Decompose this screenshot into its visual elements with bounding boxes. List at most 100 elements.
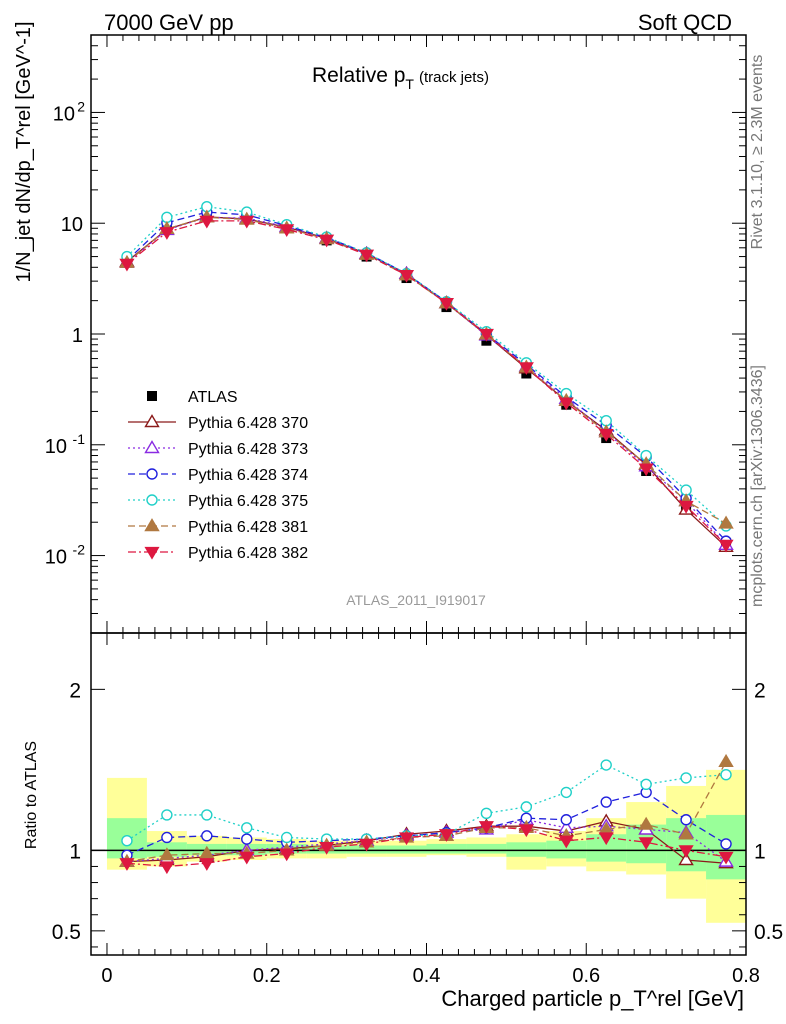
data-point-p382 (359, 249, 375, 263)
ratio-y-tick-label-right: 1 (754, 840, 766, 863)
ratio-point-p375 (680, 772, 692, 784)
legend-label-p370: Pythia 6.428 370 (188, 415, 308, 432)
band-inner (506, 842, 547, 857)
x-tick-label: 0.2 (253, 965, 281, 987)
ratio-plot-frame (90, 632, 747, 956)
ratio-line-p374 (126, 791, 727, 856)
ratio-point-p382 (678, 845, 694, 859)
ratio-point-p382 (119, 858, 135, 871)
ratio-line-p375 (126, 764, 727, 842)
legend-label-p374: Pythia 6.428 374 (188, 467, 308, 484)
data-point-p381 (718, 515, 734, 529)
ratio-point-p374 (241, 833, 253, 845)
ratio-y-tick-label-right: 0.5 (754, 921, 783, 944)
data-point-p382 (438, 298, 455, 311)
y-tick-label: 10 (61, 214, 83, 236)
x-tick-label: 0.8 (732, 965, 760, 987)
legend-label-p381: Pythia 6.428 381 (188, 519, 308, 536)
ratio-point-p382 (438, 829, 455, 842)
ratio-point-p375 (201, 809, 213, 821)
ratio-point-p374 (161, 831, 173, 844)
data-point-p382 (718, 539, 734, 553)
ratio-point-p375 (600, 759, 612, 771)
ratio-point-p370 (678, 852, 694, 866)
ratio-point-p381 (718, 753, 734, 767)
y-tick-exponent: 2 (77, 98, 85, 114)
ratio-point-p375 (480, 807, 493, 820)
main-plot-frame (90, 34, 747, 634)
ratio-point-p382 (239, 851, 255, 865)
ratio-point-p382 (359, 838, 375, 852)
ratio-point-p381 (678, 826, 694, 840)
data-point-p375 (600, 414, 612, 427)
ratio-point-p382 (518, 824, 534, 838)
data-point-p382 (159, 227, 175, 240)
data-point-p382 (638, 463, 654, 477)
ratio-y-tick-label: 1 (69, 840, 81, 863)
band-inner (426, 843, 467, 854)
ratio-point-p374 (680, 814, 692, 826)
x-tick-label: 0.4 (413, 965, 441, 987)
series-line-p382 (126, 220, 727, 546)
legend-marker-p370 (144, 414, 160, 428)
data-point-p382 (119, 258, 135, 272)
band-inner (386, 845, 427, 854)
ratio-point-p375 (281, 831, 293, 844)
ratio-y-label: Ratio to ATLAS (23, 741, 40, 849)
ratio-point-p382 (558, 835, 574, 849)
ratio-point-p382 (398, 832, 415, 846)
main-title: Relative pT (track jets) (312, 64, 489, 92)
ratio-line-p381 (126, 761, 727, 863)
x-tick-label: 0 (101, 965, 112, 987)
ratio-point-p382 (279, 848, 295, 862)
ratio-point-p375 (720, 768, 732, 781)
y-tick-label: 1 (72, 325, 83, 347)
x-tick-label: 0.6 (572, 965, 600, 987)
ratio-point-p381 (159, 847, 175, 861)
band-inner (466, 843, 507, 854)
legend-marker-p381 (144, 518, 160, 532)
ratio-point-p382 (718, 851, 734, 865)
data-point-p382 (678, 500, 694, 514)
ratio-point-p375 (520, 801, 533, 813)
data-point-p382 (398, 270, 415, 283)
data-point-p382 (478, 328, 494, 342)
analysis-id: ATLAS_2011_I919017 (346, 592, 486, 608)
legend-marker-p382 (144, 546, 160, 560)
data-point-p382 (279, 224, 295, 238)
ratio-point-p375 (161, 809, 173, 821)
ratio-point-p374 (201, 830, 213, 842)
y-tick-exponent: -2 (73, 542, 86, 558)
ratio-point-p382 (598, 832, 614, 846)
ratio-point-p375 (241, 822, 253, 834)
legend-marker-p375 (146, 494, 158, 506)
ratio-point-p374 (560, 814, 572, 826)
rivet-label: Rivet 3.1.10, ≥ 2.3M events (749, 55, 766, 250)
data-point-p382 (199, 215, 215, 229)
ratio-point-p382 (478, 821, 494, 834)
x-axis-label: Charged particle p_T^rel [GeV] (441, 986, 744, 1011)
legend-label-atlas: ATLAS (188, 389, 238, 406)
series-line-p381 (126, 216, 727, 525)
y-tick-label: 10 (45, 436, 67, 458)
data-point-p382 (558, 397, 574, 411)
source-label: mcplots.cern.ch [arXiv:1306.3436] (749, 365, 766, 607)
ratio-point-p382 (199, 858, 215, 871)
ratio-y-tick-label: 0.5 (52, 921, 81, 944)
ratio-point-p375 (121, 834, 133, 847)
ratio-line-p382 (126, 825, 727, 868)
data-point-p382 (319, 234, 335, 248)
legend-label-p373: Pythia 6.428 373 (188, 441, 308, 458)
series-line-p374 (126, 211, 727, 542)
data-point-p382 (518, 362, 534, 376)
ratio-point-p375 (560, 786, 572, 799)
ratio-point-p382 (638, 837, 654, 850)
ratio-y-tick-label-right: 2 (754, 679, 766, 702)
energy-label: 7000 GeV pp (104, 10, 234, 35)
legend-label-p375: Pythia 6.428 375 (188, 493, 308, 510)
y-tick-label: 10 (45, 547, 67, 569)
ratio-point-p381 (199, 845, 215, 859)
data-point-p375 (161, 211, 173, 224)
ratio-y-tick-label: 2 (69, 679, 81, 702)
